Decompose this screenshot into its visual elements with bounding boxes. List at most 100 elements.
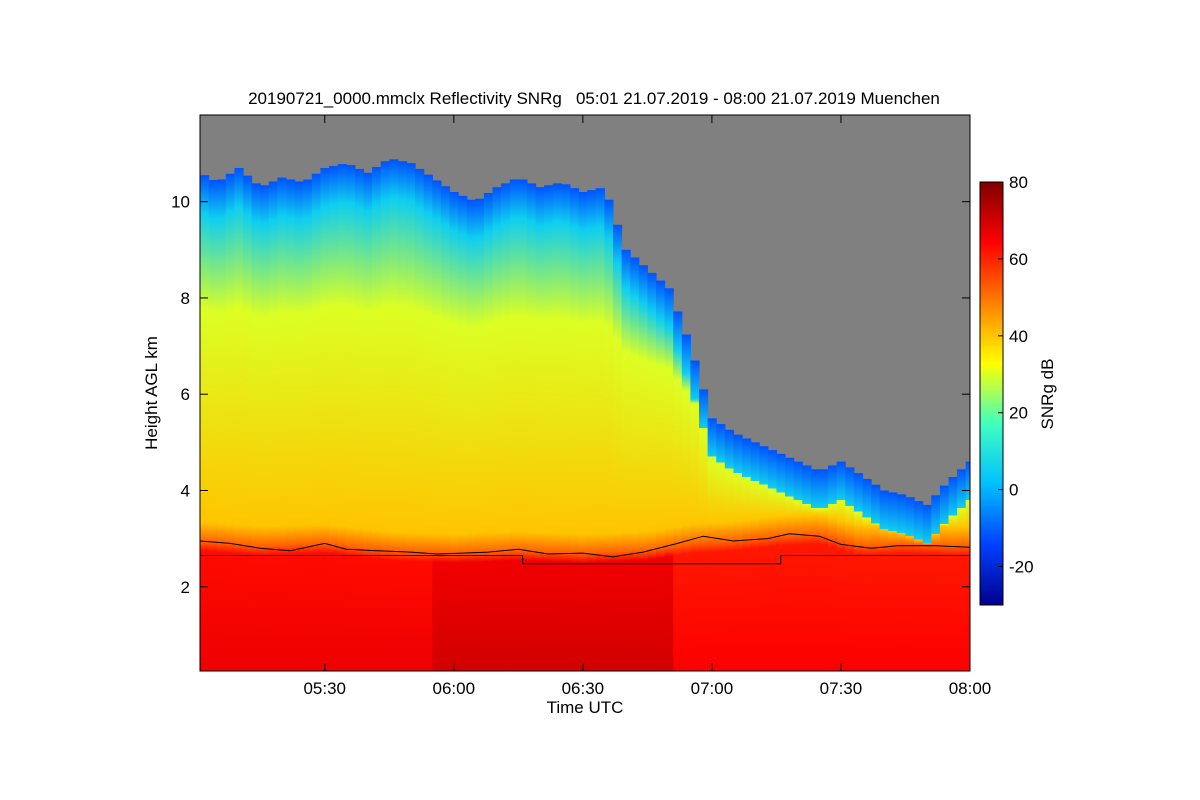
heatmap-cells	[200, 159, 970, 671]
heatmap-column	[707, 418, 717, 671]
series-line	[200, 533, 970, 558]
heatmap-column	[320, 167, 330, 671]
heatmap-column	[888, 492, 898, 671]
heatmap-column	[931, 495, 941, 671]
heatmap-column	[277, 177, 287, 671]
heatmap-column	[415, 168, 425, 671]
colorbar-tick-label: 20	[1009, 404, 1028, 423]
chart-title: 20190721_0000.mmclx Reflectivity SNRg 05…	[248, 89, 940, 108]
heatmap-column	[595, 188, 605, 671]
heatmap-column	[449, 192, 459, 671]
heatmap-column	[810, 469, 821, 671]
heatmap-column	[337, 164, 347, 671]
x-axis-label: Time UTC	[547, 698, 624, 717]
heatmap-column	[260, 185, 270, 671]
heatmap-column	[372, 166, 382, 671]
heatmap-column	[346, 165, 356, 671]
x-axis: 05:30 06:00 06:30 07:00 07:30 08:00	[303, 115, 991, 698]
heatmap-column	[922, 504, 932, 671]
plot-frame	[199, 114, 971, 672]
heatmap-column	[716, 424, 726, 671]
heatmap-column	[217, 179, 227, 671]
heatmap-column	[604, 199, 614, 671]
heatmap-column	[268, 181, 279, 671]
heatmap-column	[742, 438, 752, 671]
heatmap-column	[578, 192, 588, 671]
heatmap-column	[905, 497, 915, 671]
heatmap-column	[733, 434, 743, 671]
heatmap-column	[681, 334, 691, 671]
x-tick-label: 06:30	[562, 679, 605, 698]
heatmap-column	[871, 484, 881, 671]
heatmap-column	[475, 198, 485, 671]
y-axis-label: Height AGL km	[142, 336, 161, 450]
heatmap-column	[423, 174, 433, 671]
heatmap-column	[638, 265, 648, 671]
heatmap-column	[526, 183, 537, 671]
series-lines	[200, 533, 970, 565]
heatmap-column	[957, 469, 967, 671]
heatmap-column	[243, 175, 253, 671]
heatmap-column	[845, 467, 855, 671]
heatmap-column	[647, 272, 657, 671]
y-tick-label: 10	[171, 193, 190, 212]
heatmap-column	[363, 172, 373, 671]
heatmap-column	[724, 429, 734, 671]
heatmap-column	[896, 494, 907, 671]
heatmap-column	[750, 442, 760, 671]
heatmap-column	[879, 490, 889, 671]
colorbar-tick-label: -20	[1009, 558, 1034, 577]
colorbar-tick-label: 40	[1009, 327, 1028, 346]
heatmap-column	[569, 188, 580, 671]
heatmap-column	[673, 311, 683, 671]
colorbar-label: SNRg dB	[1038, 359, 1057, 430]
y-tick-label: 6	[181, 385, 190, 404]
heatmap-column	[552, 183, 562, 671]
heatmap-column	[501, 183, 511, 671]
heatmap-column	[509, 179, 519, 671]
heatmap-column	[561, 184, 571, 671]
heatmap-column	[535, 187, 545, 671]
y-tick-label: 4	[181, 481, 190, 500]
heatmap-column	[286, 179, 296, 671]
heatmap-column	[294, 181, 304, 671]
x-tick-label: 07:30	[820, 679, 863, 698]
heatmap-column	[406, 163, 416, 671]
colorbar-ticks: -20 0 20 40 60 80	[998, 173, 1034, 577]
heatmap-column	[354, 168, 365, 671]
y-tick-label: 8	[181, 289, 190, 308]
heatmap-column	[828, 465, 838, 671]
heatmap-column	[587, 190, 597, 671]
colorbar-tick-label: 0	[1009, 481, 1018, 500]
colorbar-tick-label: 60	[1009, 250, 1028, 269]
heatmap-column	[432, 180, 442, 671]
colorbar-gradient	[979, 181, 1004, 606]
heatmap-column	[397, 161, 408, 671]
x-tick-label: 07:00	[691, 679, 734, 698]
heatmap-column	[965, 461, 970, 671]
heatmap-column	[630, 257, 640, 671]
heatmap-column	[785, 457, 795, 671]
heatmap-column	[853, 473, 864, 671]
heatmap-column	[621, 249, 631, 671]
heatmap-column	[483, 192, 494, 671]
colorbar: -20 0 20 40 60 80 SNRg dB	[979, 173, 1057, 606]
heatmap-column	[492, 187, 502, 671]
heatmap-column	[303, 179, 313, 671]
y-axis: 2 4 6 8 10	[171, 193, 970, 597]
heatmap-column	[251, 183, 261, 671]
heatmap-column	[380, 161, 390, 671]
heatmap-column	[440, 186, 451, 671]
heatmap-column	[311, 173, 322, 671]
heatmap-column	[225, 173, 236, 671]
series-line	[200, 555, 970, 565]
heatmap-column	[759, 446, 769, 671]
heatmap-column	[948, 477, 958, 671]
heatmap-column	[208, 179, 218, 671]
heatmap-column	[664, 288, 674, 671]
plot-area	[200, 115, 970, 671]
heatmap-column	[389, 159, 399, 671]
heatmap-column	[466, 199, 476, 671]
heatmap-column	[655, 280, 666, 671]
